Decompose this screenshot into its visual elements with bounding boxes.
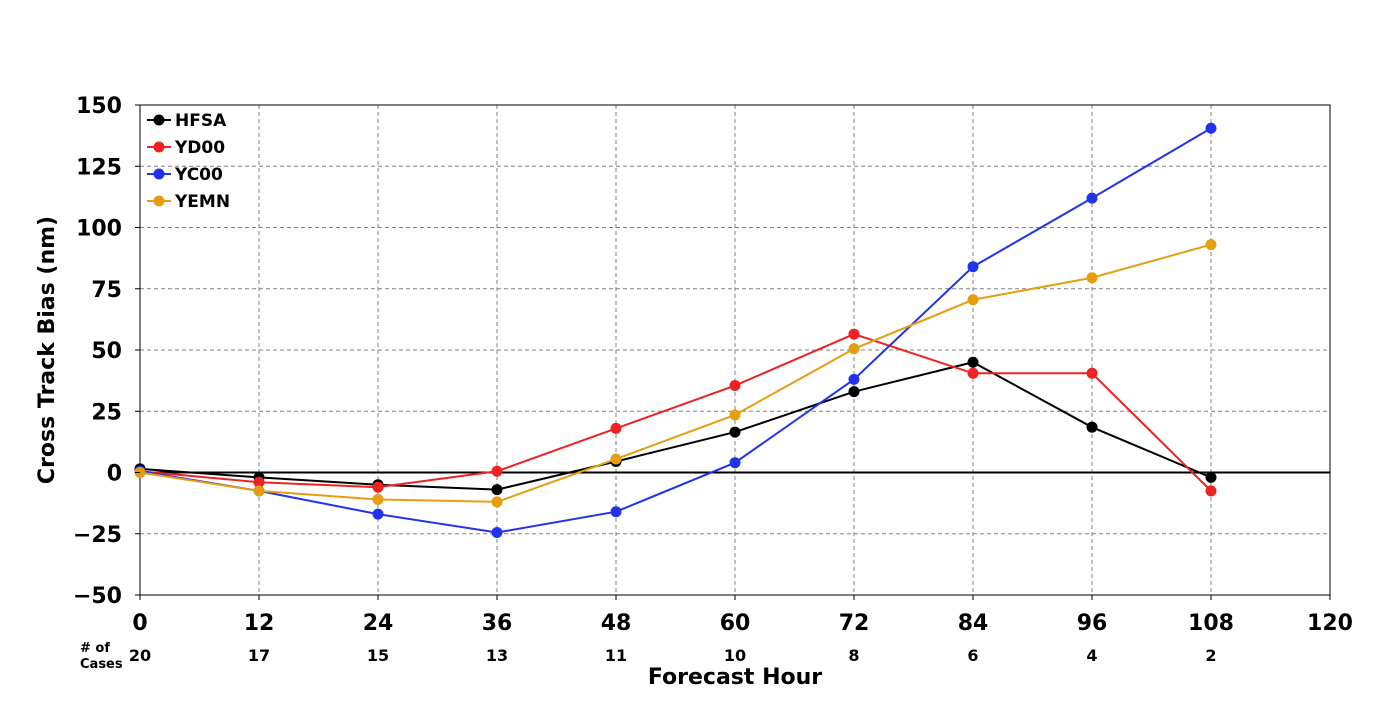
series-yc00 xyxy=(134,122,1217,539)
y-tick-label: 50 xyxy=(91,339,122,364)
data-point xyxy=(729,457,741,469)
x-tick-label: 72 xyxy=(839,611,870,636)
data-point xyxy=(848,373,860,385)
y-axis-title: Cross Track Bias (nm) xyxy=(35,216,60,484)
case-count: 17 xyxy=(248,646,270,665)
data-point xyxy=(372,481,384,493)
series-line xyxy=(139,361,1212,491)
cases-header-line2: Cases xyxy=(80,657,123,672)
data-point xyxy=(967,367,979,379)
series-line xyxy=(139,243,1212,503)
series-line xyxy=(139,333,1212,492)
legend-item-hfsa: HFSA xyxy=(147,111,227,131)
data-point xyxy=(491,527,503,539)
grid-layer xyxy=(140,105,1330,595)
x-tick-label: 36 xyxy=(482,611,513,636)
data-point xyxy=(1086,421,1098,433)
legend-item-yc00: YC00 xyxy=(147,165,223,185)
data-point xyxy=(1086,192,1098,204)
data-point xyxy=(253,476,265,488)
legend-item-yemn: YEMN xyxy=(147,192,230,212)
case-count: 15 xyxy=(367,646,389,665)
case-count: 2 xyxy=(1205,646,1216,665)
series-line xyxy=(139,127,1212,534)
data-point xyxy=(1205,471,1217,483)
legend-marker xyxy=(153,141,165,153)
data-point xyxy=(491,465,503,477)
data-point xyxy=(372,508,384,520)
x-tick-label: 48 xyxy=(601,611,632,636)
case-count: 8 xyxy=(848,646,859,665)
data-point xyxy=(610,422,622,434)
data-point xyxy=(491,496,503,508)
data-point xyxy=(1205,485,1217,497)
x-axis-title: Forecast Hour xyxy=(648,665,822,690)
data-point xyxy=(610,506,622,518)
legend-item-yd00: YD00 xyxy=(147,138,225,158)
data-point xyxy=(1086,272,1098,284)
x-tick-labels: 0 12 24 36 48 60 72 84 96 108 120 xyxy=(132,595,1353,636)
case-count: 20 xyxy=(129,646,151,665)
y-tick-labels: −50 −25 0 25 50 75 100 125 150 xyxy=(73,94,140,609)
x-tick-label: 120 xyxy=(1307,611,1353,636)
series-yd00 xyxy=(134,328,1217,497)
data-point xyxy=(1205,239,1217,251)
data-point xyxy=(848,328,860,340)
legend-label: YD00 xyxy=(174,138,225,158)
y-tick-label: 150 xyxy=(76,94,122,119)
data-point xyxy=(967,261,979,273)
data-point xyxy=(729,380,741,392)
data-point xyxy=(610,453,622,465)
case-count: 11 xyxy=(605,646,627,665)
data-point xyxy=(967,356,979,368)
case-count: 10 xyxy=(724,646,746,665)
cases-header-line1: # of xyxy=(80,641,110,656)
legend-label: YEMN xyxy=(174,192,230,212)
series-yemn xyxy=(134,239,1217,508)
case-count: 6 xyxy=(967,646,978,665)
series-hfsa xyxy=(134,356,1217,496)
legend-marker xyxy=(153,114,165,126)
x-tick-label: 84 xyxy=(958,611,989,636)
y-tick-label: −25 xyxy=(73,523,122,548)
x-tick-label: 0 xyxy=(132,611,147,636)
case-count: 13 xyxy=(486,646,508,665)
data-point xyxy=(1086,367,1098,379)
data-point xyxy=(253,485,265,497)
data-point xyxy=(848,343,860,355)
y-tick-label: 100 xyxy=(76,217,122,242)
y-tick-label: 25 xyxy=(91,400,122,425)
data-point xyxy=(491,484,503,496)
series-layer xyxy=(134,122,1217,539)
legend: HFSA YD00 YC00 YEMN xyxy=(147,111,230,212)
data-point xyxy=(372,493,384,505)
x-tick-label: 60 xyxy=(720,611,751,636)
data-point xyxy=(1205,122,1217,134)
x-tick-label: 108 xyxy=(1188,611,1234,636)
data-point xyxy=(967,294,979,306)
legend-label: YC00 xyxy=(174,165,223,185)
legend-label: HFSA xyxy=(175,111,227,131)
legend-marker xyxy=(153,168,165,180)
y-tick-label: 75 xyxy=(91,278,122,303)
data-point xyxy=(848,386,860,398)
data-point xyxy=(729,426,741,438)
y-tick-label: −50 xyxy=(73,584,122,609)
case-count: 4 xyxy=(1086,646,1097,665)
y-tick-label: 125 xyxy=(76,155,122,180)
data-point xyxy=(729,409,741,421)
legend-marker xyxy=(153,195,165,207)
x-tick-label: 12 xyxy=(244,611,275,636)
x-tick-label: 96 xyxy=(1077,611,1108,636)
cases-row: # of Cases 20 17 15 13 11 10 8 6 4 2 xyxy=(80,641,1217,672)
y-tick-label: 0 xyxy=(107,462,122,487)
x-tick-label: 24 xyxy=(363,611,394,636)
